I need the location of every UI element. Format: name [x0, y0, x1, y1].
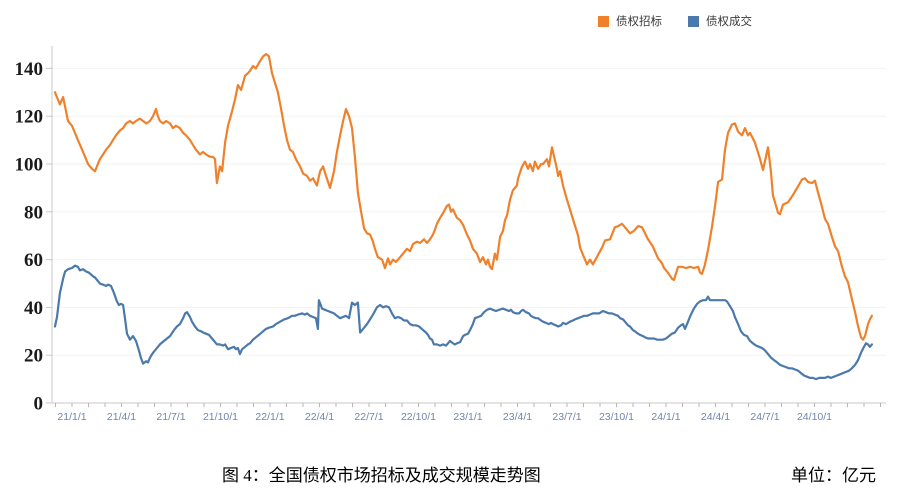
- x-tick-label: 21/7/1: [156, 411, 185, 423]
- y-tick-label: 0: [34, 394, 44, 415]
- bid-series-line: [53, 52, 874, 341]
- x-tick-label: 22/4/1: [305, 411, 334, 423]
- caption-row: 图 4：全国债权市场招标及成交规模走势图 单位：亿元: [0, 445, 900, 486]
- y-tick-label: 120: [15, 107, 44, 128]
- x-tick-label: 22/1/1: [255, 411, 284, 423]
- figure-caption: 图 4：全国债权市场招标及成交规模走势图: [222, 466, 541, 485]
- y-tick-label: 80: [24, 202, 43, 223]
- y-tick-label: 100: [15, 155, 44, 176]
- x-tick-label: 24/1/1: [651, 411, 680, 423]
- x-tick-label: 21/4/1: [107, 411, 136, 423]
- deal-series-line: [53, 264, 874, 381]
- figure-4-chart-area: 0 20 40 60 80 100 120 140 21/1/1 21/4/1 21/7/1 21/1…: [15, 15, 886, 423]
- trend-chart: 0 20 40 60 80 100 120 140 21/1/1 21/4/1 21/7/1 21/1…: [15, 46, 886, 423]
- y-tick-label: 140: [15, 59, 44, 80]
- x-tick-label: 23/4/1: [503, 411, 532, 423]
- x-tick-label: 24/4/1: [701, 411, 730, 423]
- x-tick-label: 22/10/1: [401, 411, 436, 423]
- x-tick-label: 21/10/1: [203, 411, 238, 423]
- x-tick-label: 23/7/1: [552, 411, 581, 423]
- x-tick-label: 22/7/1: [354, 411, 383, 423]
- unit-label: 单位：亿元: [791, 466, 876, 485]
- y-tick-label: 60: [24, 250, 43, 271]
- x-tick-label: 23/1/1: [453, 411, 482, 423]
- y-tick-label: 40: [24, 298, 43, 319]
- y-tick-label: 20: [24, 346, 43, 367]
- x-tick-label: 24/10/1: [797, 411, 832, 423]
- x-tick-label: 23/10/1: [599, 411, 634, 423]
- x-tick-label: 24/7/1: [750, 411, 779, 423]
- x-tick-label: 21/1/1: [57, 411, 86, 423]
